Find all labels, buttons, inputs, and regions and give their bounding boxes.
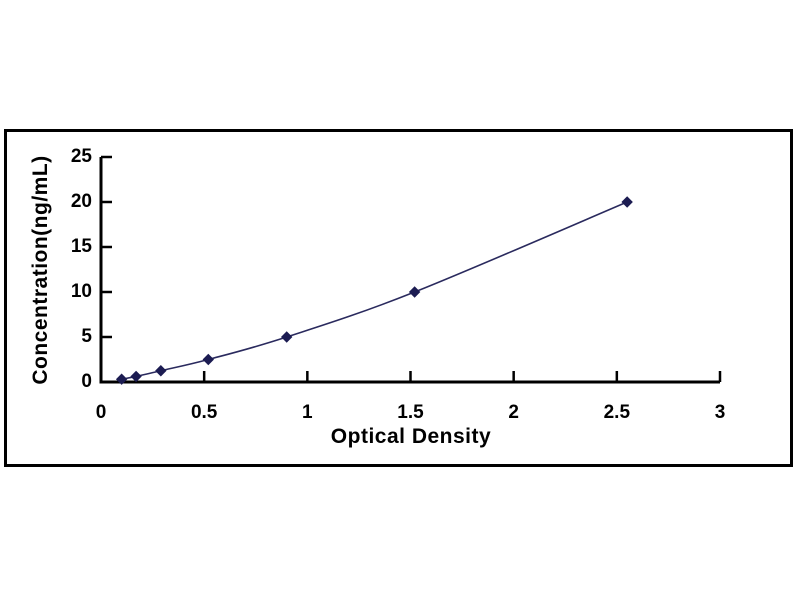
y-tick-label: 5	[81, 326, 92, 347]
x-tick-label: 1.5	[397, 402, 424, 423]
x-tick-label: 0.5	[190, 402, 218, 423]
x-tick-label: 3	[714, 402, 726, 423]
y-tick-label: 25	[70, 146, 92, 167]
x-axis-title: Optical Density	[330, 425, 492, 448]
x-tick-label: 2	[508, 402, 519, 423]
y-axis-title: Concentration(ng/mL)	[29, 155, 52, 385]
x-tick-label: 2.5	[603, 402, 631, 423]
y-tick-label: 15	[70, 236, 92, 257]
y-tick-label: 20	[70, 191, 92, 212]
x-tick-label: 0	[95, 402, 107, 423]
y-tick-label: 10	[70, 281, 92, 302]
x-tick-label: 1	[302, 402, 313, 423]
y-tick-label: 0	[81, 371, 92, 392]
